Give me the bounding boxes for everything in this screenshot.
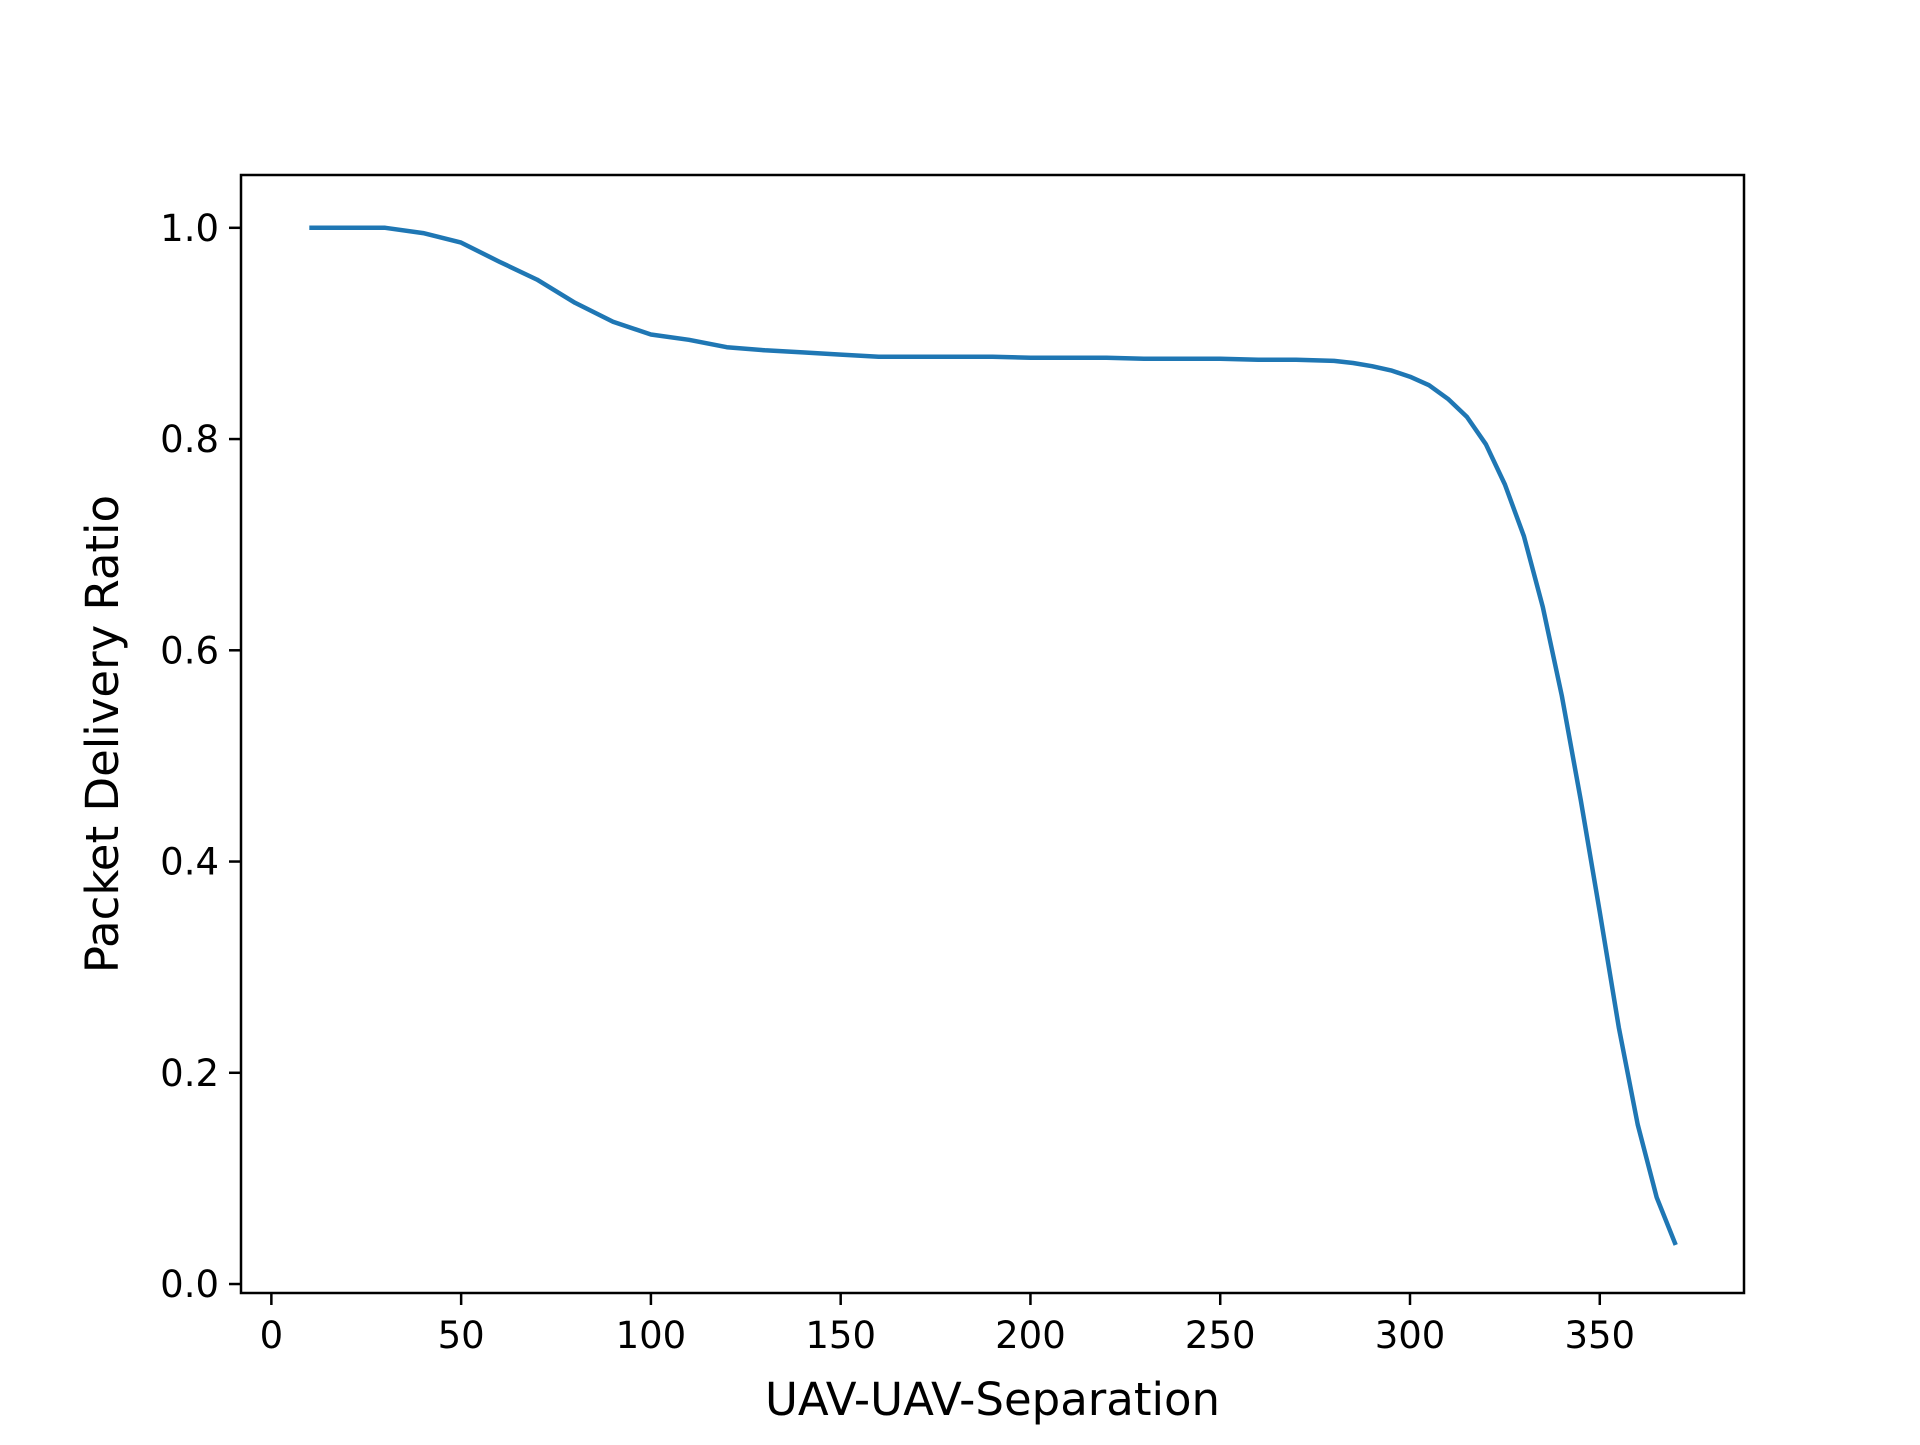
y-tick-label: 0.6 [160,629,219,672]
x-tick-label: 50 [438,1314,485,1357]
x-tick-label: 150 [805,1314,876,1357]
y-tick-label: 1.0 [160,207,219,250]
x-tick-label: 0 [260,1314,284,1357]
y-tick-label: 0.0 [160,1263,219,1306]
x-tick-label: 300 [1375,1314,1446,1357]
x-axis-ticks: 0 50 100 150 200 250 300 350 [260,1293,1635,1357]
x-tick-label: 350 [1564,1314,1635,1357]
y-tick-label: 0.2 [160,1052,219,1095]
x-tick-label: 250 [1185,1314,1256,1357]
x-tick-label: 100 [616,1314,687,1357]
x-tick-label: 200 [995,1314,1066,1357]
y-axis-label: Packet Delivery Ratio [76,495,129,973]
plot-area [309,225,1678,1246]
axes-frame [239,173,1746,1295]
y-tick-label: 0.8 [160,418,219,461]
y-tick-label: 0.4 [160,841,219,884]
y-axis-ticks: 0.0 0.2 0.4 0.6 0.8 1.0 [160,207,241,1306]
series-line [309,225,1678,1246]
x-axis-label: UAV-UAV-Separation [765,1373,1220,1426]
